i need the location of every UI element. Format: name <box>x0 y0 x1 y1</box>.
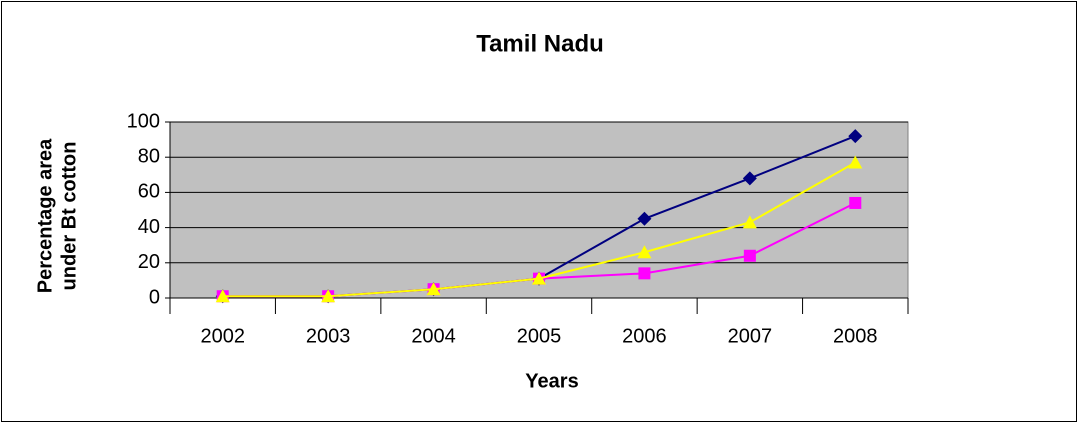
x-tick-label: 2008 <box>833 325 878 347</box>
marker <box>215 289 230 303</box>
marker <box>637 211 652 226</box>
marker <box>426 282 441 296</box>
chart-title: Tamil Nadu <box>476 30 604 57</box>
x-tick-label: 2005 <box>517 325 562 347</box>
marker <box>848 155 863 169</box>
x-tick-label: 2003 <box>306 325 351 347</box>
plot-area <box>169 121 909 299</box>
marker <box>742 215 757 229</box>
y-tick-label: 60 <box>138 181 160 203</box>
y-tick-label: 0 <box>149 286 160 308</box>
y-tick-label: 40 <box>138 216 160 238</box>
x-tick-label: 2002 <box>200 325 245 347</box>
x-tick-label: 2004 <box>411 325 456 347</box>
marker <box>848 129 863 144</box>
y-axis-label: under Bt cotton <box>58 142 80 291</box>
x-axis-label: Years <box>525 370 578 392</box>
marker <box>532 271 546 285</box>
x-tick-label: 2007 <box>728 325 773 347</box>
marker <box>321 289 336 303</box>
marker <box>743 249 756 262</box>
marker <box>742 171 757 186</box>
y-tick-label: 80 <box>138 145 160 167</box>
y-tick-label: 20 <box>138 251 160 273</box>
y-axis-label: Percentage area <box>34 138 56 293</box>
x-tick-label: 2006 <box>622 325 667 347</box>
marker <box>638 267 651 280</box>
marker <box>637 245 652 259</box>
marker <box>849 196 862 209</box>
y-tick-label: 100 <box>127 110 160 132</box>
